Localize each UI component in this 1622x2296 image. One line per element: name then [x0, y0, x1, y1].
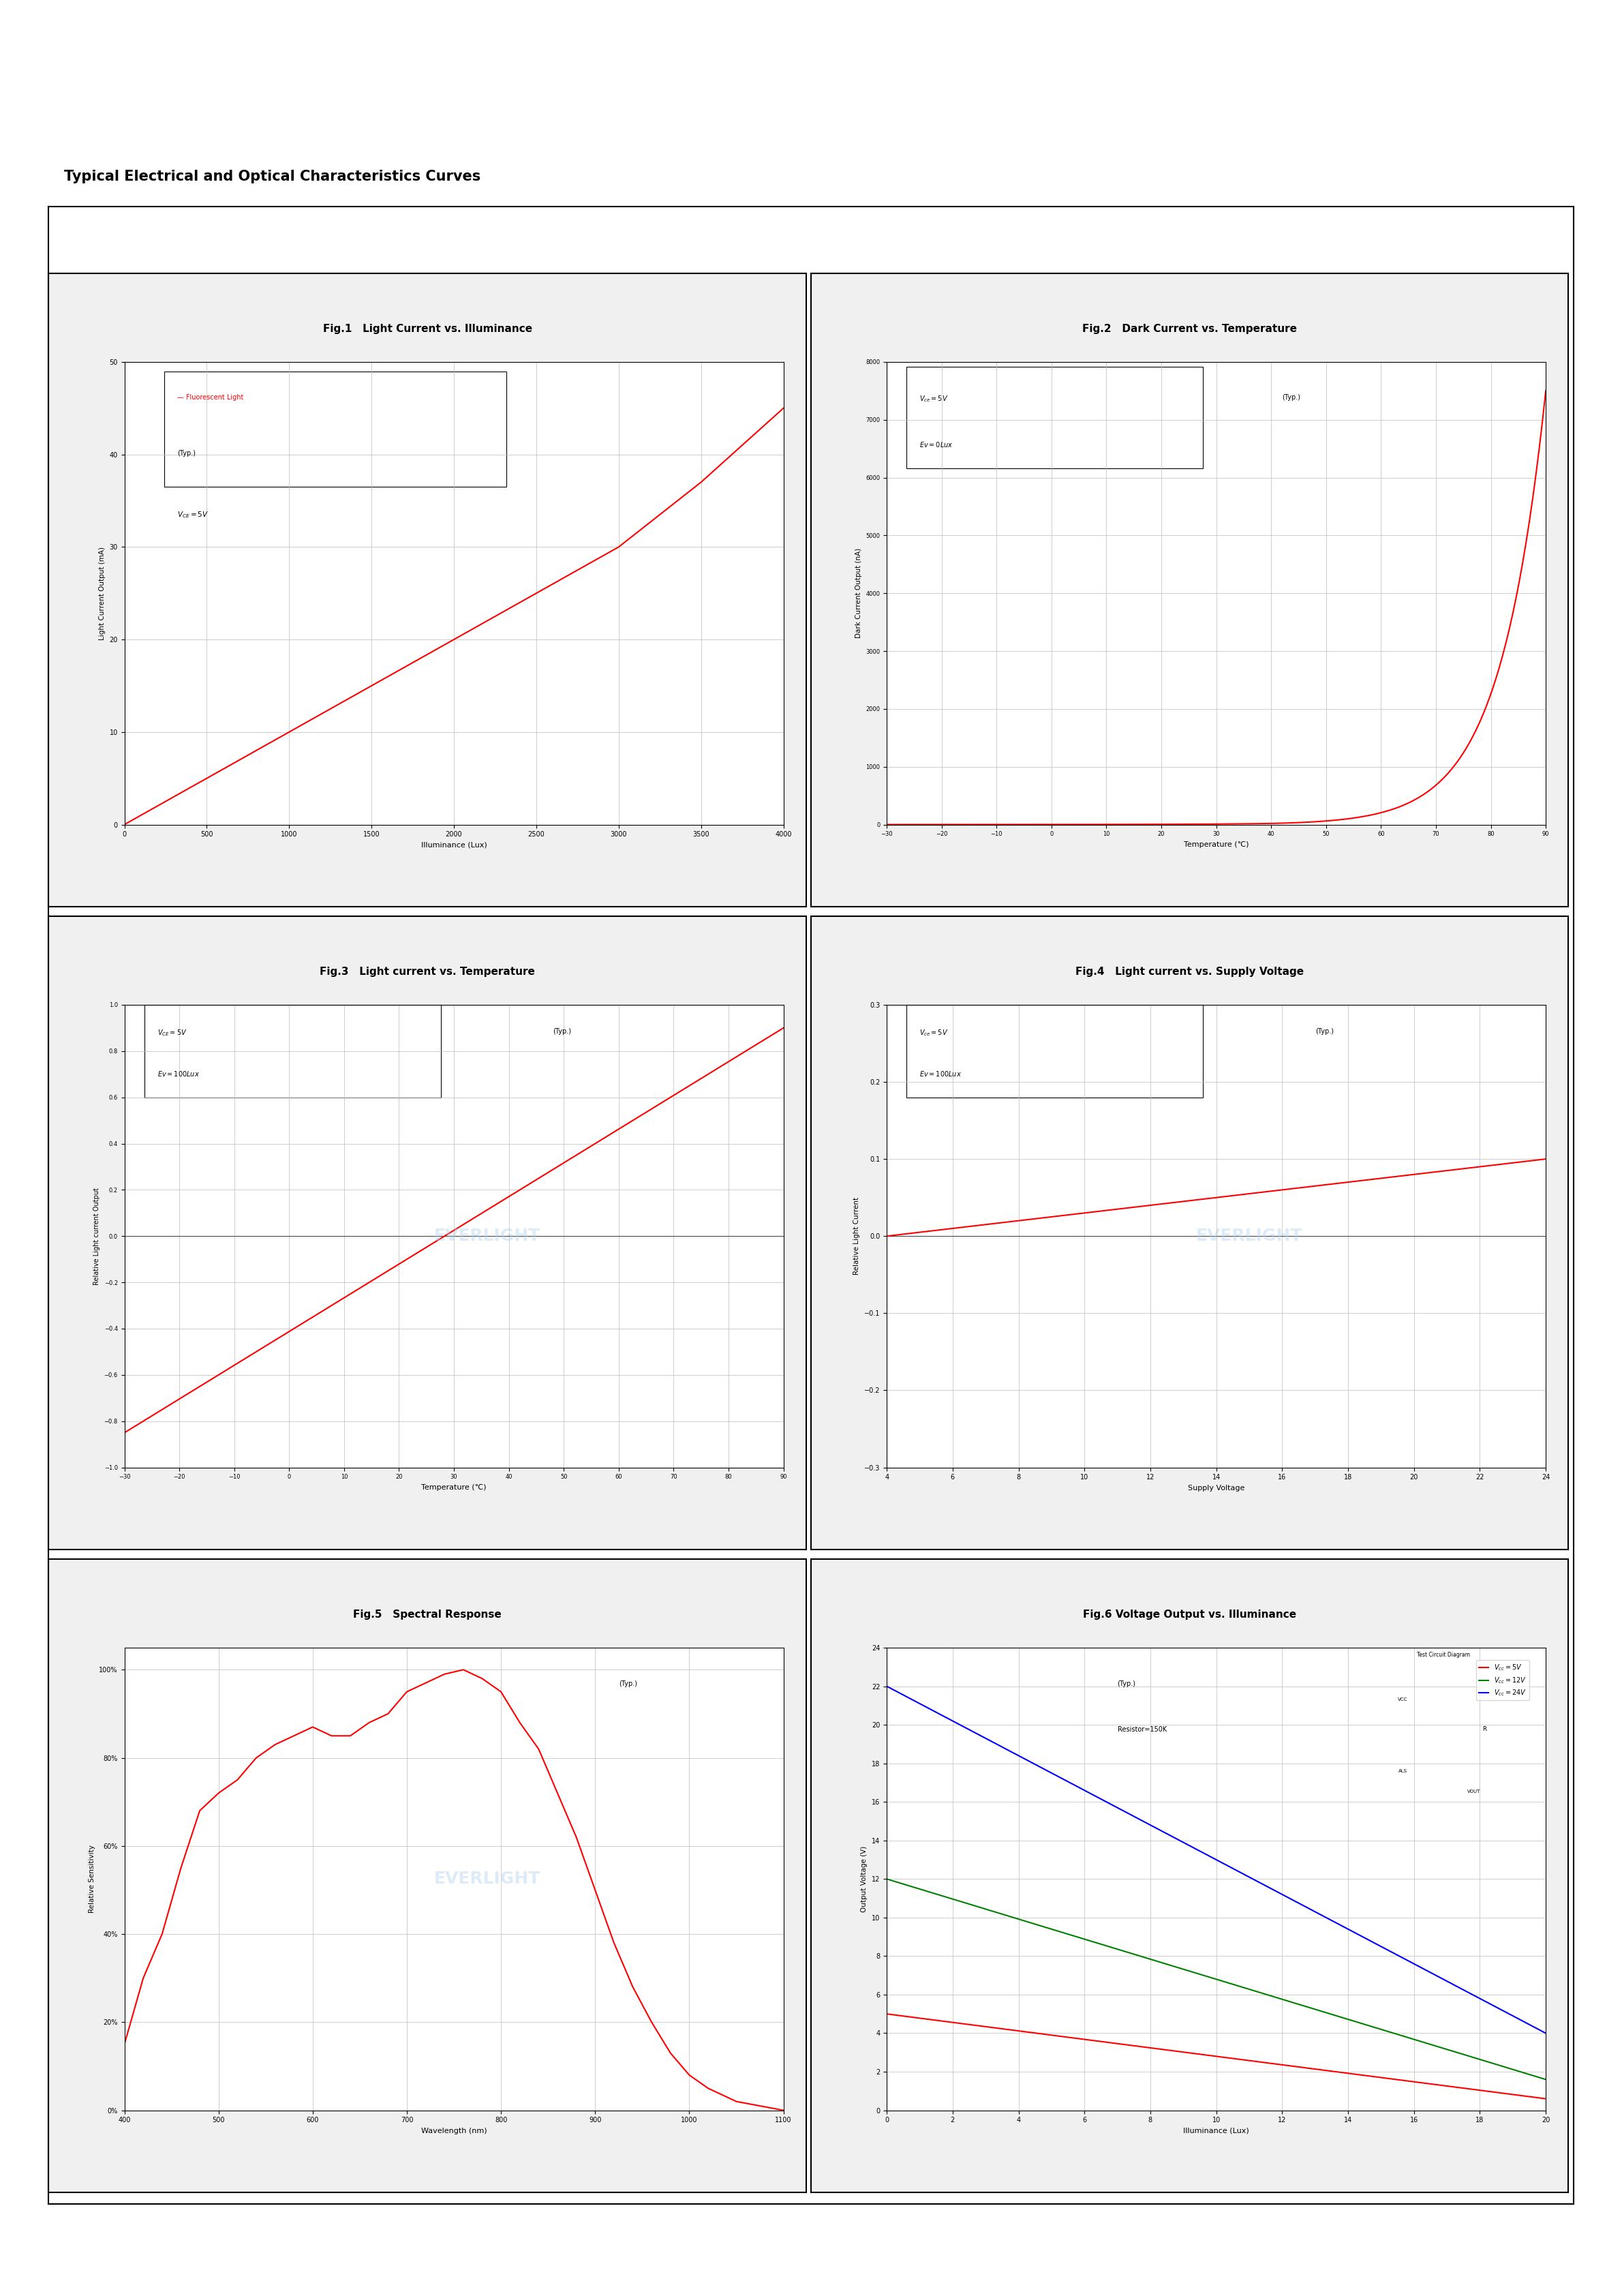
Y-axis label: Dark Current Output (nA): Dark Current Output (nA) [855, 549, 861, 638]
Text: EVERLIGHT: EVERLIGHT [1195, 1228, 1302, 1244]
Text: VOUT: VOUT [1468, 1791, 1481, 1793]
Text: EVERLIGHT: EVERLIGHT [433, 1871, 540, 1887]
X-axis label: Wavelength (nm): Wavelength (nm) [422, 2128, 487, 2135]
Text: ALS: ALS [1398, 1768, 1406, 1773]
Text: — Fluorescent Light: — Fluorescent Light [177, 395, 243, 402]
Text: Fig.6 Voltage Output vs. Illuminance: Fig.6 Voltage Output vs. Illuminance [1083, 1609, 1296, 1621]
$V_{cc}=5V$ [1502, 2080, 1521, 2108]
$V_{cc}=12V$ [1536, 2066, 1555, 2094]
Text: Fig.2   Dark Current vs. Temperature: Fig.2 Dark Current vs. Temperature [1082, 324, 1298, 335]
Text: Fig.4   Light current vs. Supply Voltage: Fig.4 Light current vs. Supply Voltage [1075, 967, 1304, 978]
X-axis label: Illuminance (Lux): Illuminance (Lux) [422, 843, 487, 850]
Text: Typical Electrical and Optical Characteristics Curves: Typical Electrical and Optical Character… [63, 170, 480, 184]
$V_{cc}=12V$ [1270, 1984, 1289, 2011]
Y-axis label: Light Current Output (mA): Light Current Output (mA) [99, 546, 105, 641]
$V_{cc}=12V$ [1483, 2050, 1502, 2078]
$V_{cc}=5V$ [1536, 2085, 1555, 2112]
$V_{cc}=24V$ [1483, 1991, 1502, 2018]
$V_{cc}=24V$ [1502, 2002, 1521, 2030]
$V_{cc}=12V$ [1216, 1968, 1236, 1995]
Text: R: R [1483, 1727, 1486, 1731]
X-axis label: Temperature (℃): Temperature (℃) [422, 1483, 487, 1490]
Text: EVERLIGHT: EVERLIGHT [1330, 46, 1507, 76]
X-axis label: Supply Voltage: Supply Voltage [1187, 1486, 1244, 1492]
Line: $V_{cc}=5V$: $V_{cc}=5V$ [887, 2014, 1546, 2099]
$V_{cc}=5V$ [1270, 2050, 1289, 2078]
Text: (Typ.): (Typ.) [1315, 1029, 1333, 1035]
$V_{cc}=12V$ [1030, 1913, 1049, 1940]
$V_{cc}=24V$ [1004, 1738, 1023, 1766]
Text: www.everlight.com: www.everlight.com [1427, 2248, 1539, 2257]
Bar [907, 367, 1204, 468]
Text: (Typ.): (Typ.) [553, 1029, 571, 1035]
Text: 3mm T-1: 3mm T-1 [19, 73, 70, 83]
Y-axis label: Relative Light current Output: Relative Light current Output [94, 1187, 101, 1286]
Text: (Typ.): (Typ.) [1118, 1681, 1135, 1688]
$V_{cc}=12V$ [1004, 1903, 1023, 1931]
Text: Fig.3   Light current vs. Temperature: Fig.3 Light current vs. Temperature [320, 967, 535, 978]
$V_{cc}=5V$ [1216, 2043, 1236, 2071]
Text: $Ev=100Lux$: $Ev=100Lux$ [157, 1070, 200, 1077]
$V_{cc}=24V$ [1270, 1878, 1289, 1906]
Y-axis label: Relative Sensitivity: Relative Sensitivity [89, 1846, 96, 1913]
$V_{cc}=12V$ [878, 1864, 897, 1892]
Text: EVERLIGHT: EVERLIGHT [433, 1228, 540, 1244]
Text: (Typ.): (Typ.) [1281, 395, 1301, 402]
Text: Test Circuit Diagram: Test Circuit Diagram [1418, 1651, 1470, 1658]
X-axis label: Illuminance (Lux): Illuminance (Lux) [1184, 2128, 1249, 2135]
$V_{cc}=12V$ [1502, 2055, 1521, 2082]
Text: VCC: VCC [1398, 1697, 1408, 1701]
Text: Resistor=150K: Resistor=150K [1118, 1727, 1166, 1733]
Text: Ambient Light Sensor: Ambient Light Sensor [19, 44, 146, 55]
X-axis label: Temperature (℃): Temperature (℃) [1184, 840, 1249, 847]
Text: $Ev=100Lux$: $Ev=100Lux$ [920, 1070, 962, 1077]
Text: DATASHEET: DATASHEET [19, 16, 88, 25]
Bar [907, 1006, 1204, 1097]
Text: Fig.1   Light Current vs. Illuminance: Fig.1 Light Current vs. Illuminance [323, 324, 532, 335]
Y-axis label: Relative Light Current: Relative Light Current [853, 1196, 860, 1274]
Y-axis label: Output Voltage (V): Output Voltage (V) [861, 1846, 868, 1913]
Text: $V_{ce}=5V$: $V_{ce}=5V$ [920, 395, 949, 404]
Text: ALS-PDT144-6C/L451: ALS-PDT144-6C/L451 [19, 103, 143, 115]
Text: Fig.5   Spectral Response: Fig.5 Spectral Response [354, 1609, 501, 1621]
$V_{cc}=5V$ [878, 2000, 897, 2027]
Text: (Typ.): (Typ.) [177, 450, 196, 457]
$V_{cc}=24V$ [878, 1671, 897, 1699]
Line: $V_{cc}=24V$: $V_{cc}=24V$ [887, 1685, 1546, 2034]
Text: $V_{CE}=5V$: $V_{CE}=5V$ [177, 510, 209, 519]
Text: $V_{ce}=5V$: $V_{ce}=5V$ [920, 1029, 949, 1038]
Text: Copyright © 2012, Everlight All Rights Reserved. Release Date : 03.15.2017. Issu: Copyright © 2012, Everlight All Rights R… [130, 2248, 564, 2257]
Text: $V_{CE}=5V$: $V_{CE}=5V$ [157, 1029, 187, 1038]
Text: (Typ.): (Typ.) [618, 1681, 637, 1688]
$V_{cc}=24V$ [1030, 1754, 1049, 1782]
Line: $V_{cc}=12V$: $V_{cc}=12V$ [887, 1878, 1546, 2080]
$V_{cc}=5V$ [1030, 2020, 1049, 2048]
Bar [164, 372, 506, 487]
$V_{cc}=24V$ [1216, 1851, 1236, 1878]
$V_{cc}=5V$ [1483, 2078, 1502, 2105]
Legend: $V_{cc}=5V$, $V_{cc}=12V$, $V_{cc}=24V$: $V_{cc}=5V$, $V_{cc}=12V$, $V_{cc}=24V$ [1476, 1660, 1530, 1701]
Bar [144, 1006, 441, 1097]
Text: $Ev=0Lux$: $Ev=0Lux$ [920, 441, 954, 448]
$V_{cc}=24V$ [1536, 2020, 1555, 2048]
$V_{cc}=5V$ [1004, 2016, 1023, 2043]
Text: 6: 6 [49, 2248, 57, 2257]
